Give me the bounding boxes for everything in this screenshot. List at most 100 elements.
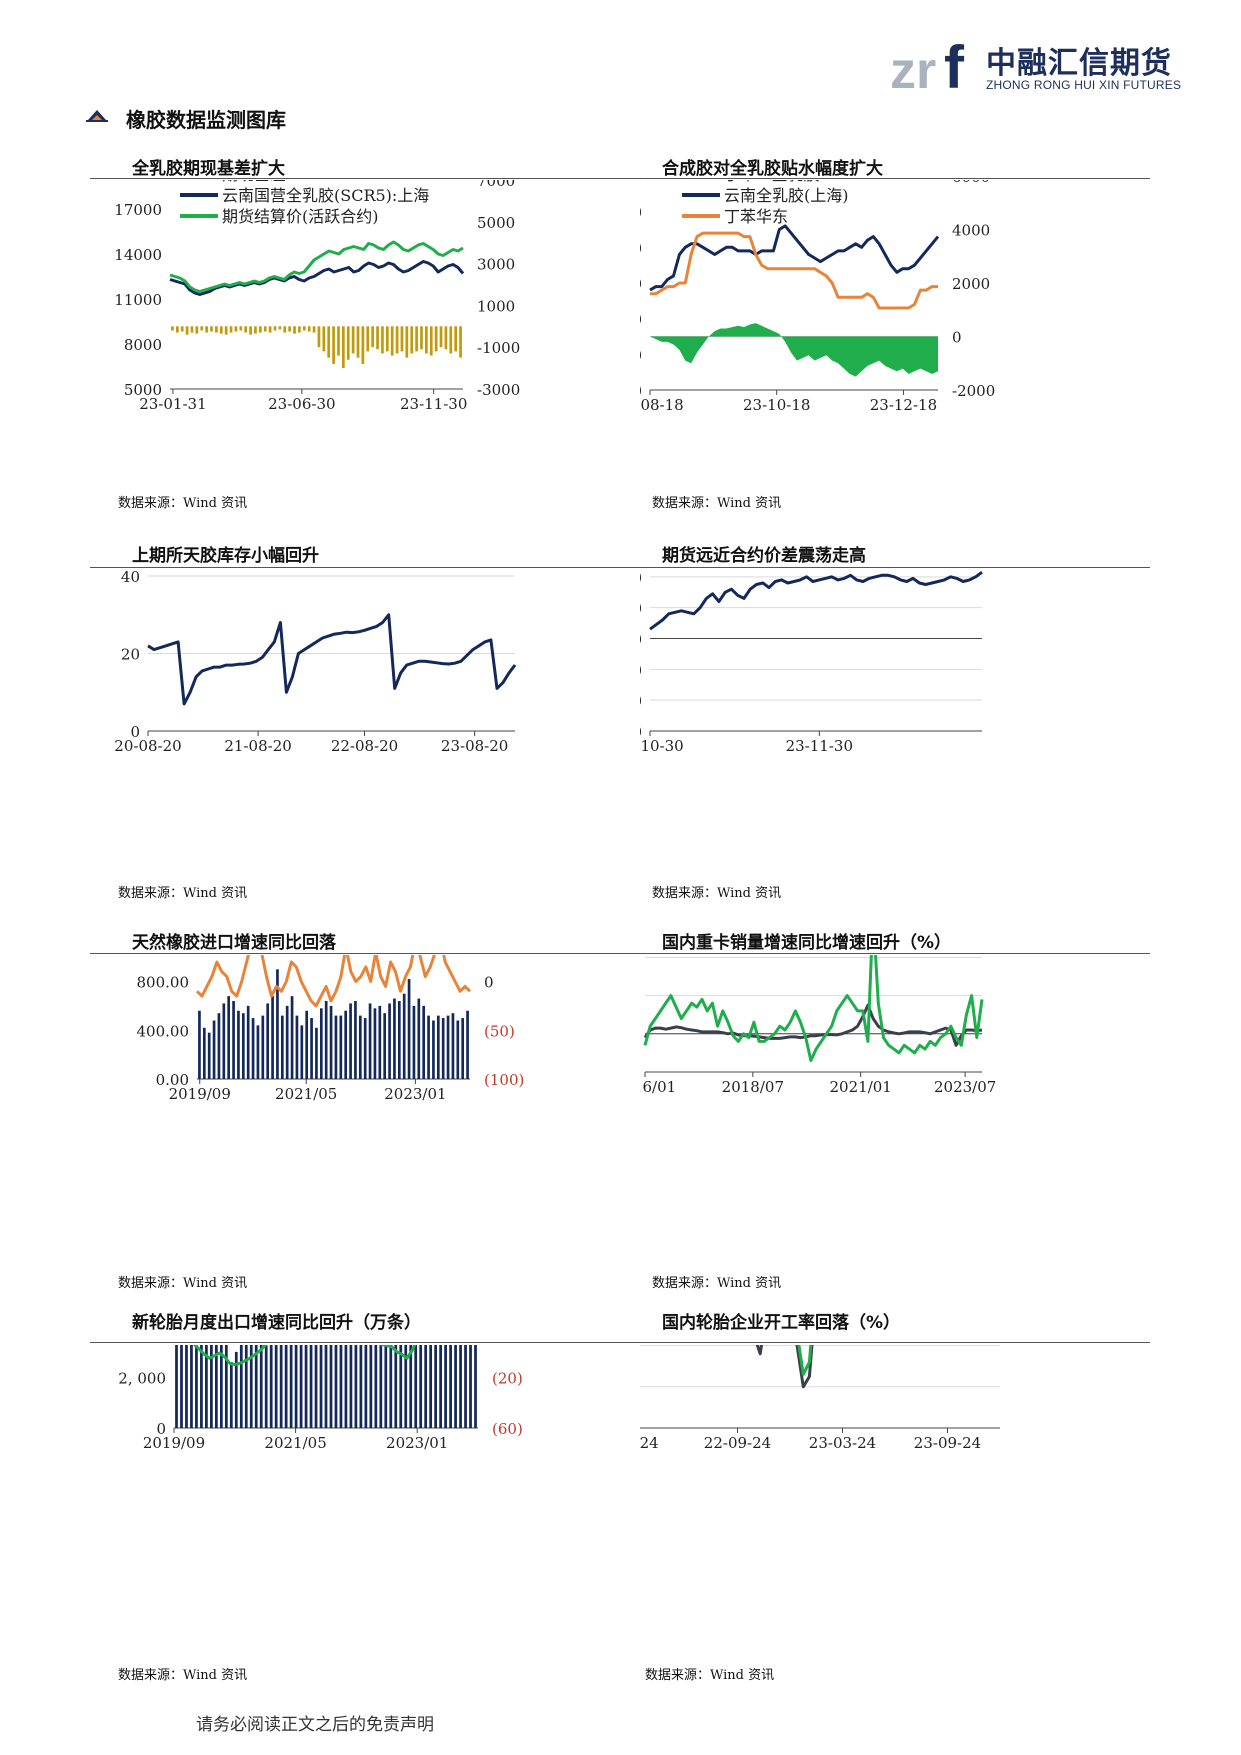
bar: [397, 1001, 401, 1079]
bar: [424, 1345, 428, 1428]
bar: [434, 326, 438, 352]
bar: [363, 1018, 367, 1079]
x-tick-label: 23-11-30: [400, 395, 467, 413]
svg-text:zr: zr: [890, 42, 936, 96]
company-logo: zr f 中融汇信期货 ZHONG RONG HUI XIN FUTURES: [888, 30, 1181, 100]
chart-synthetic-discount: 9000 10000 11000 12000 13000 14000 15000 -2000 0…: [640, 180, 995, 414]
y-tick-label-right: 3000: [477, 256, 515, 274]
bar: [356, 326, 360, 358]
bar: [214, 1345, 218, 1428]
bar: [329, 1005, 333, 1079]
bar: [319, 1345, 323, 1428]
bar: [234, 1351, 238, 1428]
bar: [219, 1345, 223, 1428]
bar: [400, 326, 404, 352]
bar: [439, 1345, 442, 1428]
bar: [393, 998, 396, 1079]
x-tick-label: 2023/07: [934, 1078, 996, 1096]
y-tick-label-left: -300: [640, 723, 642, 741]
x-tick-label: 23-06-30: [268, 395, 335, 413]
x-tick-label: 2021/05: [264, 1434, 326, 1452]
bar: [436, 1015, 440, 1079]
bar: [229, 1362, 233, 1428]
y-tick-label-right: 5000: [477, 214, 515, 232]
bar: [366, 326, 370, 352]
bar: [294, 1345, 298, 1428]
line-series: [649, 570, 983, 631]
bar: [449, 326, 453, 354]
bar: [290, 996, 294, 1079]
y-tick-label-left: 5000: [124, 381, 162, 399]
bar: [376, 326, 379, 350]
y-tick-label-left: 15000: [640, 180, 642, 186]
bar: [351, 326, 355, 354]
bar: [210, 326, 213, 332]
bar: [246, 1005, 250, 1079]
bar: [432, 1020, 435, 1079]
bar: [276, 969, 279, 1079]
x-tick-label: 23-03-24: [809, 1434, 876, 1452]
y-tick-label-left: 0.00: [156, 1071, 189, 1089]
bar: [207, 1032, 211, 1079]
legend-label: 云南全乳胶(上海): [724, 186, 849, 205]
bar: [195, 1345, 198, 1428]
bar: [274, 1345, 278, 1428]
bar: [205, 326, 208, 333]
y-tick-label-left: 11000: [640, 311, 642, 329]
x-tick-label: 2018/07: [722, 1078, 784, 1096]
y-tick-label-left: 20: [121, 646, 140, 664]
bar: [444, 1345, 447, 1428]
y-tick-label-left: 14000: [114, 246, 162, 264]
bar: [202, 1027, 206, 1079]
bar: [293, 326, 296, 334]
bar: [429, 1345, 433, 1428]
bar: [389, 1345, 393, 1428]
y-tick-label-right: 4000: [952, 222, 990, 240]
y-tick-label-right: -1000: [477, 339, 520, 357]
y-tick-label-right: 0: [484, 974, 494, 992]
bar: [451, 1013, 455, 1079]
bar: [371, 326, 375, 348]
bar: [310, 1018, 313, 1079]
bar: [456, 1020, 460, 1079]
bar: [369, 1345, 373, 1428]
x-tick-label: 23-08-20: [441, 737, 508, 755]
bar: [254, 326, 257, 334]
bar: [461, 1018, 465, 1079]
bar: [337, 326, 340, 356]
svg-text:f: f: [944, 34, 965, 96]
chart-truck-sales: (100)01002003004002016/012018/072021/012…: [640, 955, 996, 1096]
chart-title: 全乳胶期现基差扩大: [132, 159, 285, 179]
y-tick-label-right: (50): [484, 1022, 515, 1040]
x-tick-label: 23-10-30: [640, 737, 684, 755]
bar: [232, 1001, 235, 1079]
bar: [249, 326, 252, 335]
bar: [388, 1003, 391, 1079]
bar: [304, 1345, 308, 1428]
divider: [90, 1342, 1150, 1343]
bar: [229, 326, 233, 333]
y-tick-label-right: 1000: [477, 297, 515, 315]
bar: [227, 996, 231, 1079]
bar: [342, 326, 345, 369]
bar: [224, 1345, 228, 1428]
bar: [237, 1010, 240, 1079]
bar: [384, 1345, 388, 1428]
y-tick-label-right: -3000: [477, 381, 520, 399]
bar: [307, 326, 311, 332]
bar: [269, 1345, 273, 1428]
bar: [217, 1013, 221, 1079]
bar: [394, 1345, 398, 1428]
divider: [90, 567, 1150, 568]
x-tick-label: 21-08-20: [224, 737, 291, 755]
bar: [441, 1018, 445, 1079]
bar: [175, 1345, 178, 1428]
bar: [200, 326, 204, 331]
bar: [315, 1027, 318, 1079]
bar: [449, 1345, 452, 1428]
data-source: 数据来源：Wind 资讯: [652, 886, 782, 901]
line-series: [169, 240, 464, 293]
y-tick-label-right: 7000: [477, 180, 515, 190]
bar: [234, 326, 238, 332]
bar: [383, 1013, 387, 1079]
